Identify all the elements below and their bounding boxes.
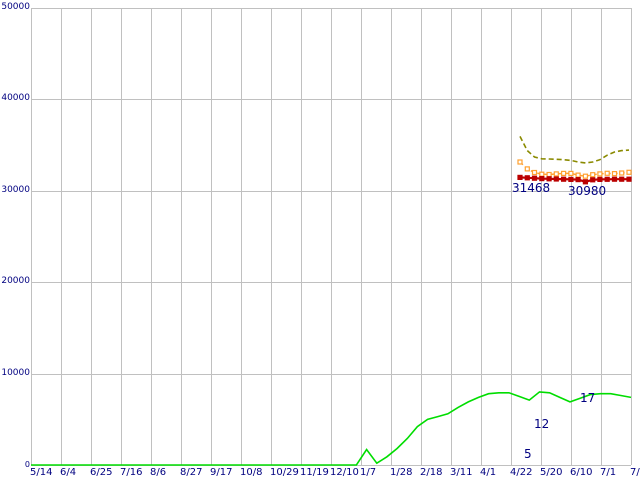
grid-lines (31, 8, 632, 466)
data-point-marker (553, 176, 559, 182)
data-point-marker (546, 176, 552, 182)
data-point-marker (575, 177, 581, 183)
data-point-marker (582, 173, 589, 179)
y-axis-tick-label: 30000 (1, 184, 30, 195)
data-point-marker (568, 176, 574, 182)
data-point-marker (539, 176, 545, 182)
data-point-marker (590, 172, 596, 178)
data-point-marker (524, 166, 530, 172)
data-point-marker (524, 175, 530, 181)
data-point-marker (611, 171, 618, 177)
data-point-marker (611, 176, 618, 182)
data-point-label: 12 (534, 417, 550, 431)
x-axis-tick-label: 9/17 (210, 467, 233, 478)
x-axis-tick-label: 6/4 (60, 467, 77, 478)
x-axis-tick-label: 8/27 (180, 467, 203, 478)
series-markers-darkred (517, 174, 632, 185)
data-point-marker (590, 177, 596, 183)
x-axis-tick-label: 6/10 (570, 467, 593, 478)
series-line-olive (519, 136, 630, 164)
data-point-marker (553, 171, 559, 177)
data-point-label: 5 (524, 447, 532, 461)
data-point-marker (619, 176, 625, 182)
y-axis-tick-label: 40000 (1, 93, 30, 104)
data-point-marker (597, 176, 603, 182)
y-axis-tick-label: 10000 (1, 367, 30, 378)
data-point-marker (604, 170, 610, 176)
data-point-marker (575, 172, 581, 178)
x-axis-tick-label: 4/1 (480, 467, 497, 478)
x-axis-tick-label: 10/8 (240, 467, 263, 478)
x-axis-tick-label: 11/19 (300, 467, 329, 478)
x-axis-tick-label: 3/11 (450, 467, 473, 478)
data-point-marker (597, 171, 603, 177)
series-line-green (31, 391, 632, 466)
series-line-orange (519, 161, 630, 177)
x-axis-tick-label: 5/20 (540, 467, 563, 478)
data-point-marker (619, 170, 625, 176)
series-markers-orange (517, 159, 632, 179)
x-axis-tick-label: 7/16 (120, 467, 143, 478)
data-point-marker (560, 170, 567, 176)
data-point-label: 30980 (568, 184, 607, 198)
data-point-marker (568, 170, 574, 176)
x-axis-tick-label: 8/6 (150, 467, 167, 478)
data-point-marker (531, 175, 538, 181)
data-point-marker (517, 159, 523, 165)
x-axis-tick-label: 6/25 (90, 467, 113, 478)
x-axis-tick-label: 7/22 (630, 467, 640, 478)
data-point-marker (626, 169, 632, 175)
data-point-marker (560, 176, 567, 182)
data-point-label: 17 (580, 391, 596, 405)
y-axis-tick-label: 50000 (1, 2, 30, 12)
x-axis-tick-label: 4/22 (510, 467, 533, 478)
x-axis-tick-label: 7/1 (600, 467, 617, 478)
data-point-marker (539, 171, 545, 177)
data-point-marker (626, 176, 632, 182)
x-axis-tick-label: 5/14 (30, 467, 53, 478)
y-axis-tick-label: 20000 (1, 276, 30, 287)
data-point-marker (604, 176, 610, 182)
data-point-marker (582, 179, 589, 185)
data-point-marker (531, 169, 538, 176)
x-axis-tick-label: 1/28 (390, 467, 413, 478)
data-point-label: 31468 (512, 181, 551, 195)
x-axis-tick-label: 12/10 (330, 467, 359, 478)
x-axis-tick-label: 1/7 (360, 467, 377, 478)
data-point-marker (546, 171, 552, 178)
x-axis-tick-label: 10/29 (270, 467, 299, 478)
x-axis-tick-label: 2/18 (420, 467, 443, 478)
series-line-darkred (519, 176, 629, 183)
y-axis-tick-label: 0 (24, 460, 30, 469)
data-point-marker (517, 174, 523, 180)
